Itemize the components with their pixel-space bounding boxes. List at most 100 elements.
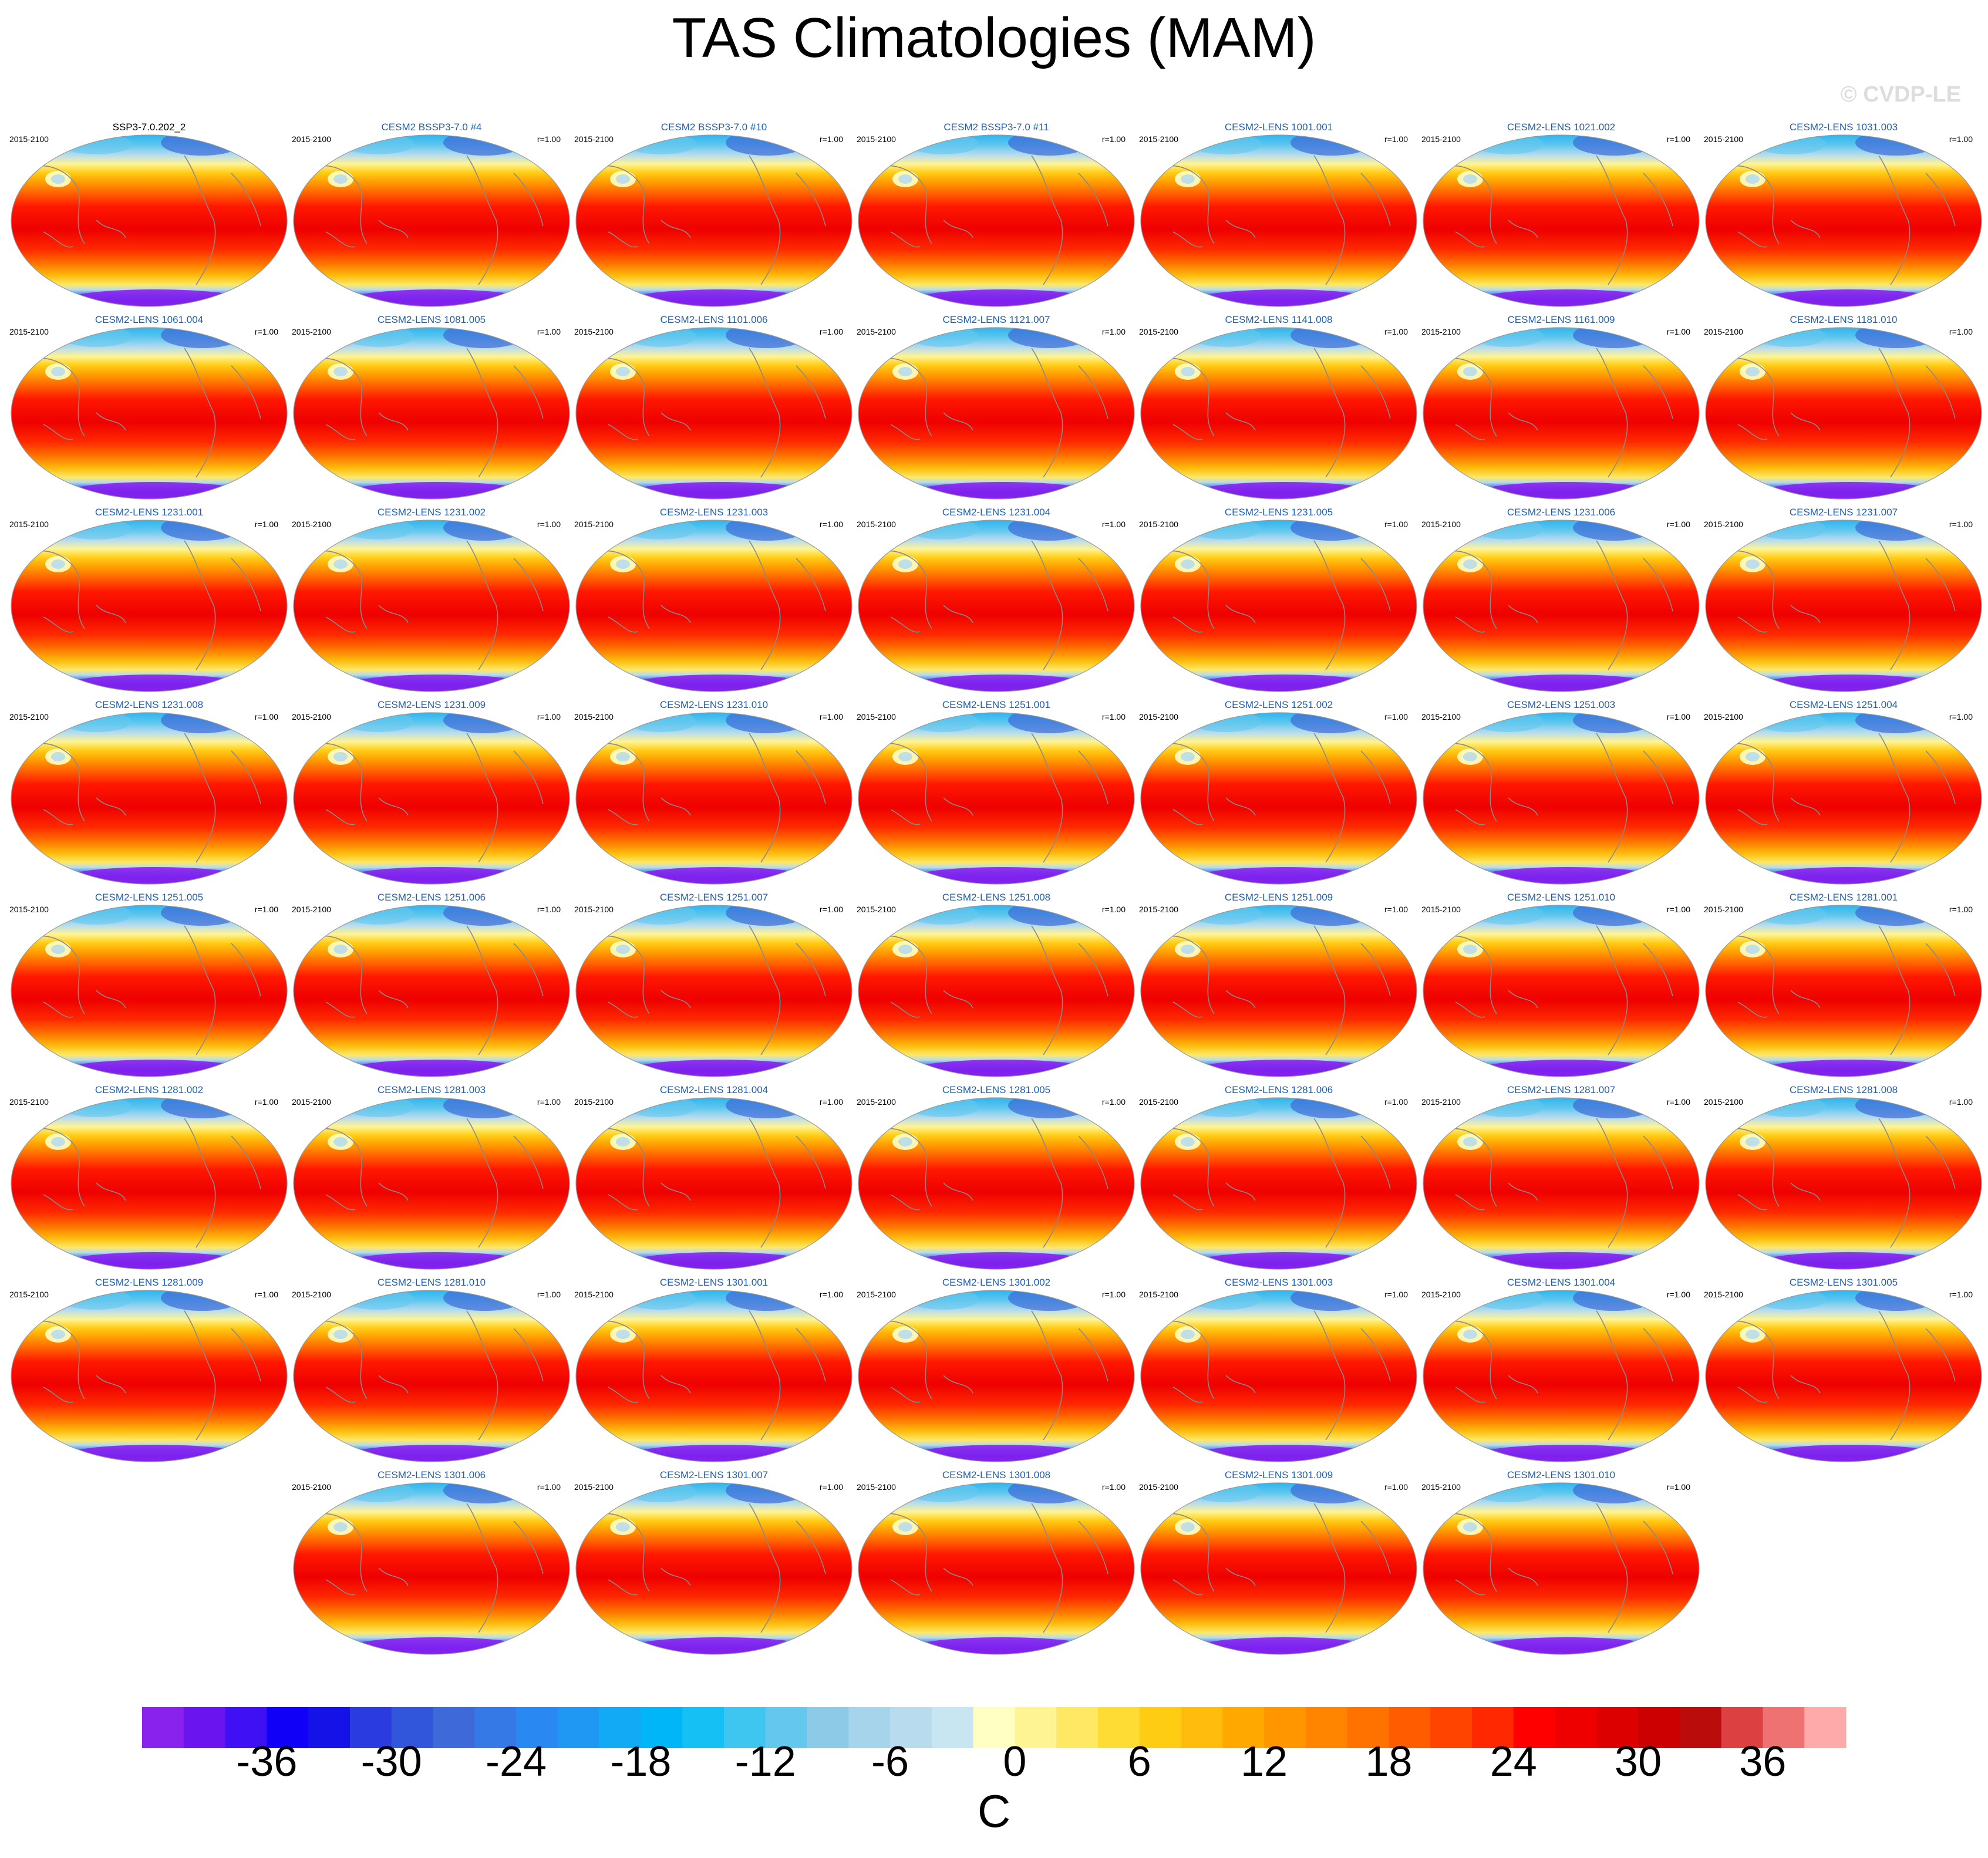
map-globe bbox=[575, 1290, 853, 1462]
panel-correlation: r=1.00 bbox=[537, 327, 561, 336]
panel-years: 2015-2100 bbox=[857, 905, 896, 914]
panel-correlation: r=1.00 bbox=[1949, 1290, 1973, 1299]
panel-correlation: r=1.00 bbox=[819, 327, 843, 336]
panel-years: 2015-2100 bbox=[292, 520, 331, 529]
panel-correlation: r=1.00 bbox=[1666, 905, 1690, 914]
panel-title: CESM2-LENS 1251.003 bbox=[1507, 699, 1616, 710]
panel-correlation: r=1.00 bbox=[1384, 1482, 1408, 1492]
map-globe bbox=[1423, 1290, 1700, 1462]
panel-years: 2015-2100 bbox=[857, 520, 896, 529]
panel-correlation: r=1.00 bbox=[537, 134, 561, 144]
panel-title: CESM2-LENS 1031.003 bbox=[1789, 122, 1898, 133]
map-panel: CESM2 BSSP3-7.0 #4 2015-2100 r=1.00 bbox=[291, 120, 572, 309]
panel-title: CESM2-LENS 1251.004 bbox=[1789, 699, 1898, 710]
panel-correlation: r=1.00 bbox=[1101, 1482, 1126, 1492]
panel-title: CESM2-LENS 1301.009 bbox=[1224, 1469, 1333, 1481]
colorbar-tick-label: 0 bbox=[1003, 1738, 1027, 1785]
map-globe bbox=[11, 520, 288, 692]
panel-title: CESM2-LENS 1061.004 bbox=[95, 314, 204, 325]
map-panel: CESM2-LENS 1281.002 2015-2100 r=1.00 bbox=[8, 1083, 290, 1272]
map-panel: CESM2-LENS 1301.010 2015-2100 r=1.00 bbox=[1420, 1468, 1702, 1657]
map-panel: CESM2-LENS 1251.010 2015-2100 r=1.00 bbox=[1420, 891, 1702, 1080]
panel-title: CESM2-LENS 1231.010 bbox=[659, 699, 769, 710]
map-panel: CESM2-LENS 1301.007 2015-2100 r=1.00 bbox=[573, 1468, 855, 1657]
map-panel: CESM2-LENS 1031.003 2015-2100 r=1.00 bbox=[1703, 120, 1984, 309]
panel-years: 2015-2100 bbox=[857, 1290, 896, 1299]
colorbar-swatch bbox=[723, 1707, 766, 1748]
panel-correlation: r=1.00 bbox=[1949, 134, 1973, 144]
map-globe bbox=[858, 712, 1135, 885]
panel-title: CESM2-LENS 1121.007 bbox=[942, 314, 1050, 325]
map-globe bbox=[293, 712, 570, 885]
panel-title: CESM2-LENS 1281.009 bbox=[95, 1277, 204, 1288]
colorbar-swatch bbox=[308, 1707, 351, 1748]
panel-correlation: r=1.00 bbox=[537, 1097, 561, 1107]
panel-years: 2015-2100 bbox=[1139, 712, 1178, 721]
colorbar-tick-label: 36 bbox=[1739, 1738, 1787, 1785]
panel-correlation: r=1.00 bbox=[537, 520, 561, 529]
panel-title: CESM2-LENS 1141.008 bbox=[1225, 314, 1333, 325]
panel-title: CESM2-LENS 1231.002 bbox=[377, 507, 486, 518]
colorbar-tick-label: -18 bbox=[610, 1738, 672, 1785]
panel-years: 2015-2100 bbox=[292, 134, 331, 144]
colorbar-swatch bbox=[1471, 1707, 1514, 1748]
panel-correlation: r=1.00 bbox=[1101, 1290, 1126, 1299]
colorbar-swatch bbox=[1721, 1707, 1763, 1748]
panel-years: 2015-2100 bbox=[574, 1290, 614, 1299]
panel-years: 2015-2100 bbox=[574, 712, 614, 721]
map-globe bbox=[11, 905, 288, 1077]
panel-years: 2015-2100 bbox=[1704, 1290, 1743, 1299]
panel-title: CESM2-LENS 1301.005 bbox=[1789, 1277, 1898, 1288]
panel-years: 2015-2100 bbox=[1704, 134, 1743, 144]
panel-correlation: r=1.00 bbox=[1384, 712, 1408, 721]
map-panel: CESM2-LENS 1301.009 2015-2100 r=1.00 bbox=[1138, 1468, 1420, 1657]
panel-years: 2015-2100 bbox=[1421, 905, 1461, 914]
colorbar-tick-label: -30 bbox=[360, 1738, 422, 1785]
map-panel: CESM2-LENS 1301.008 2015-2100 r=1.00 bbox=[855, 1468, 1137, 1657]
map-panel: CESM2-LENS 1231.003 2015-2100 r=1.00 bbox=[573, 505, 855, 694]
colorbar-swatch bbox=[1596, 1707, 1639, 1748]
map-panel: CESM2-LENS 1301.006 2015-2100 r=1.00 bbox=[291, 1468, 572, 1657]
map-globe bbox=[1140, 520, 1417, 692]
panel-title: CESM2-LENS 1231.004 bbox=[942, 507, 1051, 518]
colorbar-swatch bbox=[1389, 1707, 1431, 1748]
colorbar-swatch bbox=[1305, 1707, 1348, 1748]
panel-years: 2015-2100 bbox=[574, 1482, 614, 1492]
panel-title: CESM2-LENS 1181.010 bbox=[1790, 314, 1898, 325]
panel-title: CESM2-LENS 1081.005 bbox=[377, 314, 486, 325]
panel-title: SSP3-7.0.202_2 bbox=[112, 122, 186, 133]
colorbar-swatch bbox=[765, 1707, 807, 1748]
panel-years: 2015-2100 bbox=[1421, 1097, 1461, 1107]
panel-years: 2015-2100 bbox=[292, 327, 331, 336]
panel-title: CESM2 BSSP3-7.0 #10 bbox=[661, 122, 767, 133]
panel-correlation: r=1.00 bbox=[1666, 327, 1690, 336]
panel-correlation: r=1.00 bbox=[254, 1097, 278, 1107]
colorbar-swatch bbox=[1638, 1707, 1680, 1748]
panel-years: 2015-2100 bbox=[1704, 327, 1743, 336]
map-panel: CESM2-LENS 1301.004 2015-2100 r=1.00 bbox=[1420, 1276, 1702, 1465]
map-globe bbox=[858, 1097, 1135, 1270]
map-globe bbox=[1140, 1290, 1417, 1462]
map-panel: CESM2-LENS 1161.009 2015-2100 r=1.00 bbox=[1420, 313, 1702, 502]
panel-correlation: r=1.00 bbox=[254, 712, 278, 721]
panel-correlation: r=1.00 bbox=[1949, 905, 1973, 914]
panel-title: CESM2-LENS 1251.005 bbox=[95, 892, 204, 903]
panel-correlation: r=1.00 bbox=[819, 134, 843, 144]
panel-correlation: r=1.00 bbox=[1384, 134, 1408, 144]
map-panel: CESM2-LENS 1281.007 2015-2100 r=1.00 bbox=[1420, 1083, 1702, 1272]
map-panel: CESM2-LENS 1251.005 2015-2100 r=1.00 bbox=[8, 891, 290, 1080]
map-panel: CESM2-LENS 1001.001 2015-2100 r=1.00 bbox=[1138, 120, 1420, 309]
panel-title: CESM2-LENS 1231.007 bbox=[1789, 507, 1898, 518]
map-panel: CESM2-LENS 1231.001 2015-2100 r=1.00 bbox=[8, 505, 290, 694]
colorbar-swatch bbox=[142, 1707, 184, 1748]
panel-title: CESM2-LENS 1281.003 bbox=[377, 1084, 486, 1095]
panel-title: CESM2-LENS 1161.009 bbox=[1507, 314, 1615, 325]
map-globe bbox=[858, 134, 1135, 307]
map-globe bbox=[1705, 520, 1982, 692]
panel-title: CESM2-LENS 1281.007 bbox=[1507, 1084, 1616, 1095]
map-panel: CESM2-LENS 1251.007 2015-2100 r=1.00 bbox=[573, 891, 855, 1080]
map-globe bbox=[1705, 327, 1982, 500]
colorbar bbox=[142, 1707, 1847, 1748]
panel-years: 2015-2100 bbox=[1421, 1482, 1461, 1492]
panel-title: CESM2-LENS 1231.003 bbox=[659, 507, 769, 518]
